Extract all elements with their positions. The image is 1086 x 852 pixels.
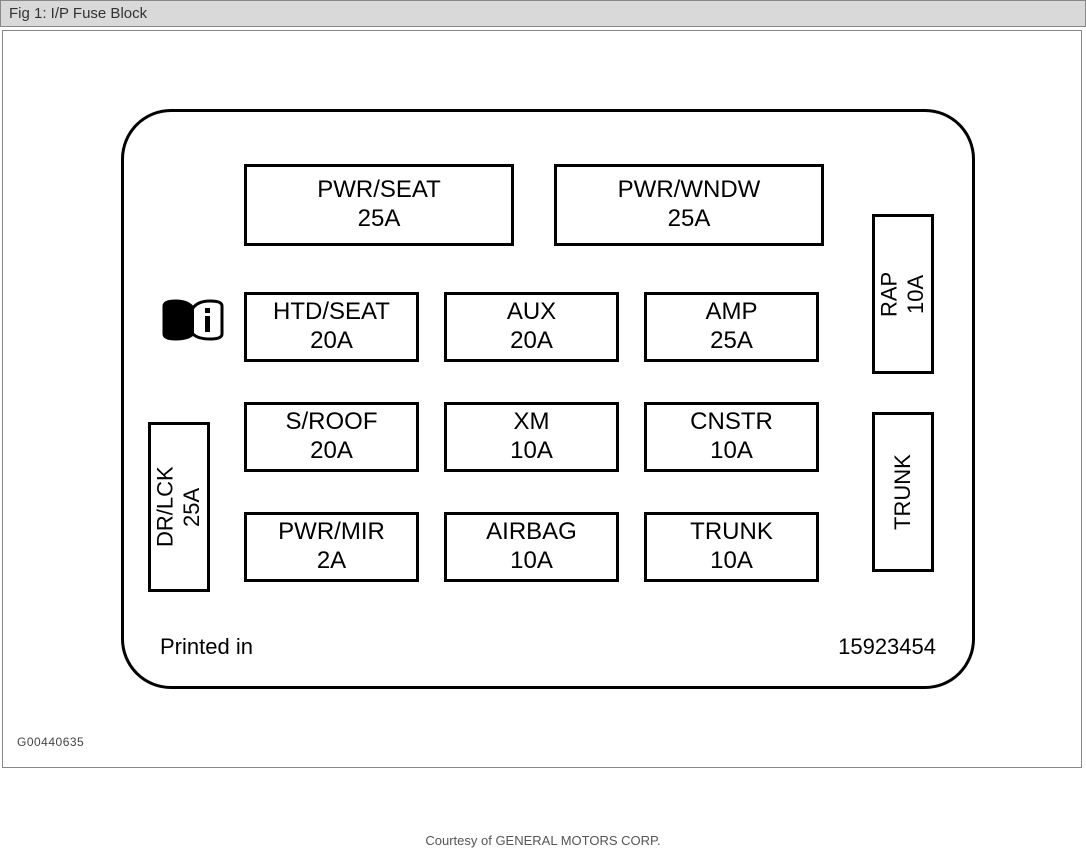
fuse-label: AMP [705, 298, 757, 327]
fuse-amps: 10A [903, 274, 929, 313]
fuse-label: DR/LCK [153, 467, 179, 548]
fuse-label: PWR/WNDW [618, 176, 761, 205]
fuse-pwr-seat: PWR/SEAT25A [244, 164, 514, 246]
fuse-trunk: TRUNK10A [644, 512, 819, 582]
fuse-trunk: TRUNK [872, 412, 934, 572]
fuse-amps: 25A [668, 205, 711, 234]
fuse-amp: AMP25A [644, 292, 819, 362]
fuse-amps: 2A [317, 547, 346, 576]
fuse-label: RAP [877, 271, 903, 316]
fuse-label: AUX [507, 298, 556, 327]
fuse-label: TRUNK [890, 454, 916, 530]
fuse-pwr-mir: PWR/MIR2A [244, 512, 419, 582]
fuse-htd-seat: HTD/SEAT20A [244, 292, 419, 362]
fuse-amps: 10A [510, 547, 553, 576]
courtesy-credit: Courtesy of GENERAL MOTORS CORP. [0, 833, 1086, 848]
fuse-label: TRUNK [690, 518, 773, 547]
part-number: 15923454 [838, 634, 936, 660]
fuse-aux: AUX20A [444, 292, 619, 362]
figure-title-bar: Fig 1: I/P Fuse Block [0, 0, 1086, 27]
fuse-label: PWR/SEAT [317, 176, 441, 205]
fuse-label: CNSTR [690, 408, 773, 437]
fuse-airbag: AIRBAG10A [444, 512, 619, 582]
fuse-block-outline: Printed in 15923454 PWR/SEAT25APWR/WNDW2… [121, 109, 975, 689]
fuse-amps: 20A [310, 327, 353, 356]
fuse-label: PWR/MIR [278, 518, 385, 547]
fuse-amps: 25A [710, 327, 753, 356]
fuse-amps: 10A [710, 547, 753, 576]
fuse-xm: XM10A [444, 402, 619, 472]
fuse-amps: 20A [310, 437, 353, 466]
fuse-pwr-wndw: PWR/WNDW25A [554, 164, 824, 246]
fuse-label: AIRBAG [486, 518, 577, 547]
fuse-amps: 10A [710, 437, 753, 466]
fuse-amps: 10A [510, 437, 553, 466]
fuse-rap: RAP10A [872, 214, 934, 374]
fuse-label: XM [514, 408, 550, 437]
fuse-amps: 25A [358, 205, 401, 234]
printed-in-label: Printed in [160, 634, 253, 660]
info-manual-icon [162, 298, 224, 342]
figure-title: Fig 1: I/P Fuse Block [9, 5, 147, 22]
fuse-s-roof: S/ROOF20A [244, 402, 419, 472]
diagram-panel: Printed in 15923454 PWR/SEAT25APWR/WNDW2… [2, 30, 1082, 768]
fuse-dr-lck: DR/LCK25A [148, 422, 210, 592]
fuse-cnstr: CNSTR10A [644, 402, 819, 472]
fuse-amps: 20A [510, 327, 553, 356]
fuse-amps: 25A [179, 487, 205, 526]
fuse-label: S/ROOF [285, 408, 377, 437]
fuse-label: HTD/SEAT [273, 298, 390, 327]
document-id: G00440635 [17, 735, 84, 749]
